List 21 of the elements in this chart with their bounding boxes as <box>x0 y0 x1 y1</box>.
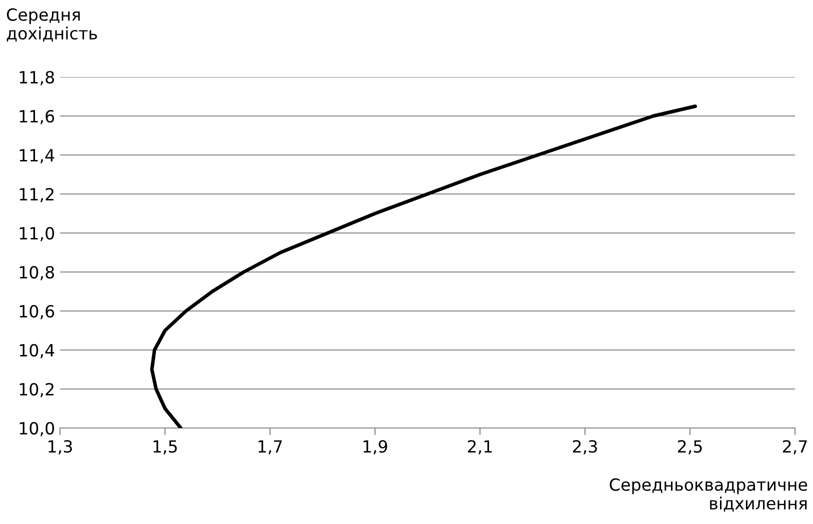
line-series <box>150 104 697 428</box>
y-tick-label: 11,2 <box>20 188 54 202</box>
y-tick-label: 11,4 <box>20 149 54 164</box>
x-tick-label: 1,9 <box>364 440 388 454</box>
x-tick-label: 2,7 <box>782 440 807 454</box>
y-tick-label: 11,8 <box>20 70 54 86</box>
y-tick-label: 10,2 <box>20 382 54 398</box>
x-tick-label: 1,7 <box>258 440 282 454</box>
y-tick-label: 10,6 <box>20 304 54 320</box>
x-tick-label: 1,3 <box>48 440 72 454</box>
y-tick-label: 10,0 <box>20 422 54 436</box>
x-tick-label: 1,5 <box>154 440 177 454</box>
x-tick-label: 2,5 <box>678 440 702 454</box>
x-tick-label: 2,3 <box>572 440 597 454</box>
y-tick-label: 11,0 <box>20 226 54 242</box>
x-tick-label: 2,1 <box>468 440 492 454</box>
x-axis-title: Середньоквадратичне відхилення <box>610 478 808 512</box>
y-tick-label: 10,4 <box>20 344 54 358</box>
y-tick-label: 11,6 <box>20 110 54 124</box>
y-axis-title: Середня дохідність <box>6 8 97 42</box>
y-tick-label: 10,8 <box>20 266 54 280</box>
